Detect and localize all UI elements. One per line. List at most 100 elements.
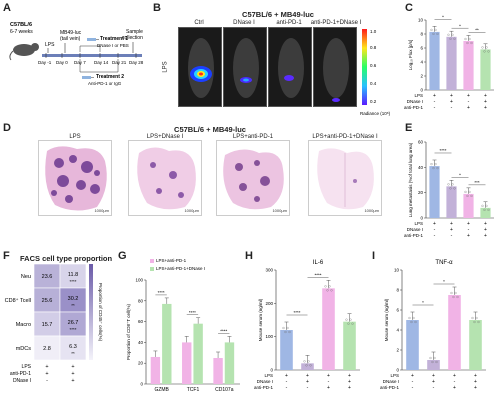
data-point [483,208,486,211]
factor-sign: + [467,221,470,227]
data-point [483,50,486,53]
cell-value: 6.3 [69,344,77,350]
factor-sign: + [484,93,487,99]
factor-label: DNase I [257,379,273,384]
data-point [487,50,490,53]
data-point [309,364,312,367]
age-label: 6-7 weeks [10,29,33,35]
data-point [324,285,327,288]
significance-stars: *** [474,180,480,185]
significance-stars: * [442,15,444,20]
factor-sign: + [285,373,288,379]
factor-sign: + [484,99,487,105]
day-label: Day 0 [56,60,68,65]
data-point [345,318,348,321]
data-point [451,33,454,36]
histology-image: 1000μm [308,140,382,216]
data-point [464,37,467,41]
y-tick-label: 2 [396,348,399,353]
panel-b-title: C57BL/6 + MB49-luc [242,10,314,19]
data-point [408,316,411,320]
factor-sign: + [71,371,74,377]
y-tick-label: 300 [265,268,273,273]
significance-stars: **** [220,329,227,334]
heatmap-cell [59,264,87,289]
panel-label-d: D [3,122,11,134]
data-point [470,41,473,45]
data-point [414,320,417,324]
y-tick-label: 10 [394,268,400,273]
colorbar-tick: 0.6 [370,63,377,68]
scale-bar-label: 1000μm [94,208,109,213]
panel-f-title: FACS cell type proportion [20,254,113,263]
data-point [449,37,452,40]
legend-label: LPS+anti-PD-1+DNase I [156,266,205,271]
factor-sign: - [434,99,436,105]
data-point [485,46,488,49]
bar [463,41,474,90]
factor-sign: + [467,105,470,111]
scale-bar-label: 1000μm [364,208,379,213]
bar [406,320,419,370]
strain-label: C57BL/6 [10,22,32,28]
y-tick-label: 20 [138,361,144,366]
y-tick-label: 6 [396,308,399,313]
y-tick-label: 100 [265,334,273,339]
treatment1-sub: DNase I or PBS [97,43,129,48]
data-point [326,289,329,292]
x-tick-label: TCF1 [187,387,200,393]
group-label: LPS+DNase I [146,134,184,140]
bar [429,166,440,218]
group-label: anti-PD-1 [276,20,302,26]
factor-sign: - [451,105,453,111]
factor-sign: + [450,227,453,233]
significance-stars: * [459,23,461,28]
factor-sign: + [453,385,456,391]
bar [182,342,192,384]
cell-value: 2.8 [43,346,51,352]
factor-sign: + [411,373,414,379]
data-point [286,326,289,330]
data-point [347,322,350,325]
data-point [430,163,433,166]
lps-label: LPS [45,42,55,48]
cell-stars: **** [69,327,76,332]
data-point [468,37,471,41]
data-point [436,32,439,35]
data-point [481,46,484,49]
y-axis-label: Log₁₀ Flux [p/s] [408,40,413,70]
data-point [471,316,474,320]
cell-stars: ** [71,351,75,356]
significance-stars: * [422,300,424,305]
y-tick-label: 6 [420,46,423,51]
factor-sign: + [348,379,351,385]
syringe-icon [87,38,99,41]
factor-sign: - [307,385,309,391]
cell-value: 30.2 [68,296,79,302]
cell-value: 11.8 [68,272,78,278]
y-tick-label: 0 [420,216,423,221]
y-tick-label: 100 [135,278,143,283]
panel-label-f: F [3,250,10,262]
treatment2-sub: Anti-PD-1 or IgG [88,81,122,86]
data-point [477,320,480,324]
panel-label-a: A [3,2,11,14]
significance-stars: ** [475,28,479,33]
day-label: Day 14 [94,60,109,65]
factor-sign: + [484,221,487,227]
legend-swatch [150,259,154,263]
mouse-image [223,27,267,107]
bar [322,288,335,370]
factor-sign: + [348,373,351,379]
factor-sign: - [286,385,288,391]
group-label: LPS+anti-PD-1+DNase I [312,134,378,140]
mouse-icon [9,43,39,61]
factor-label: DNase I [383,379,399,384]
colorbar [89,264,93,360]
heatmap-cell [59,287,87,313]
data-point [432,167,435,170]
data-point [464,190,467,193]
data-point [450,291,453,295]
data-point [481,204,484,207]
day-label: Day -1 [38,60,52,65]
